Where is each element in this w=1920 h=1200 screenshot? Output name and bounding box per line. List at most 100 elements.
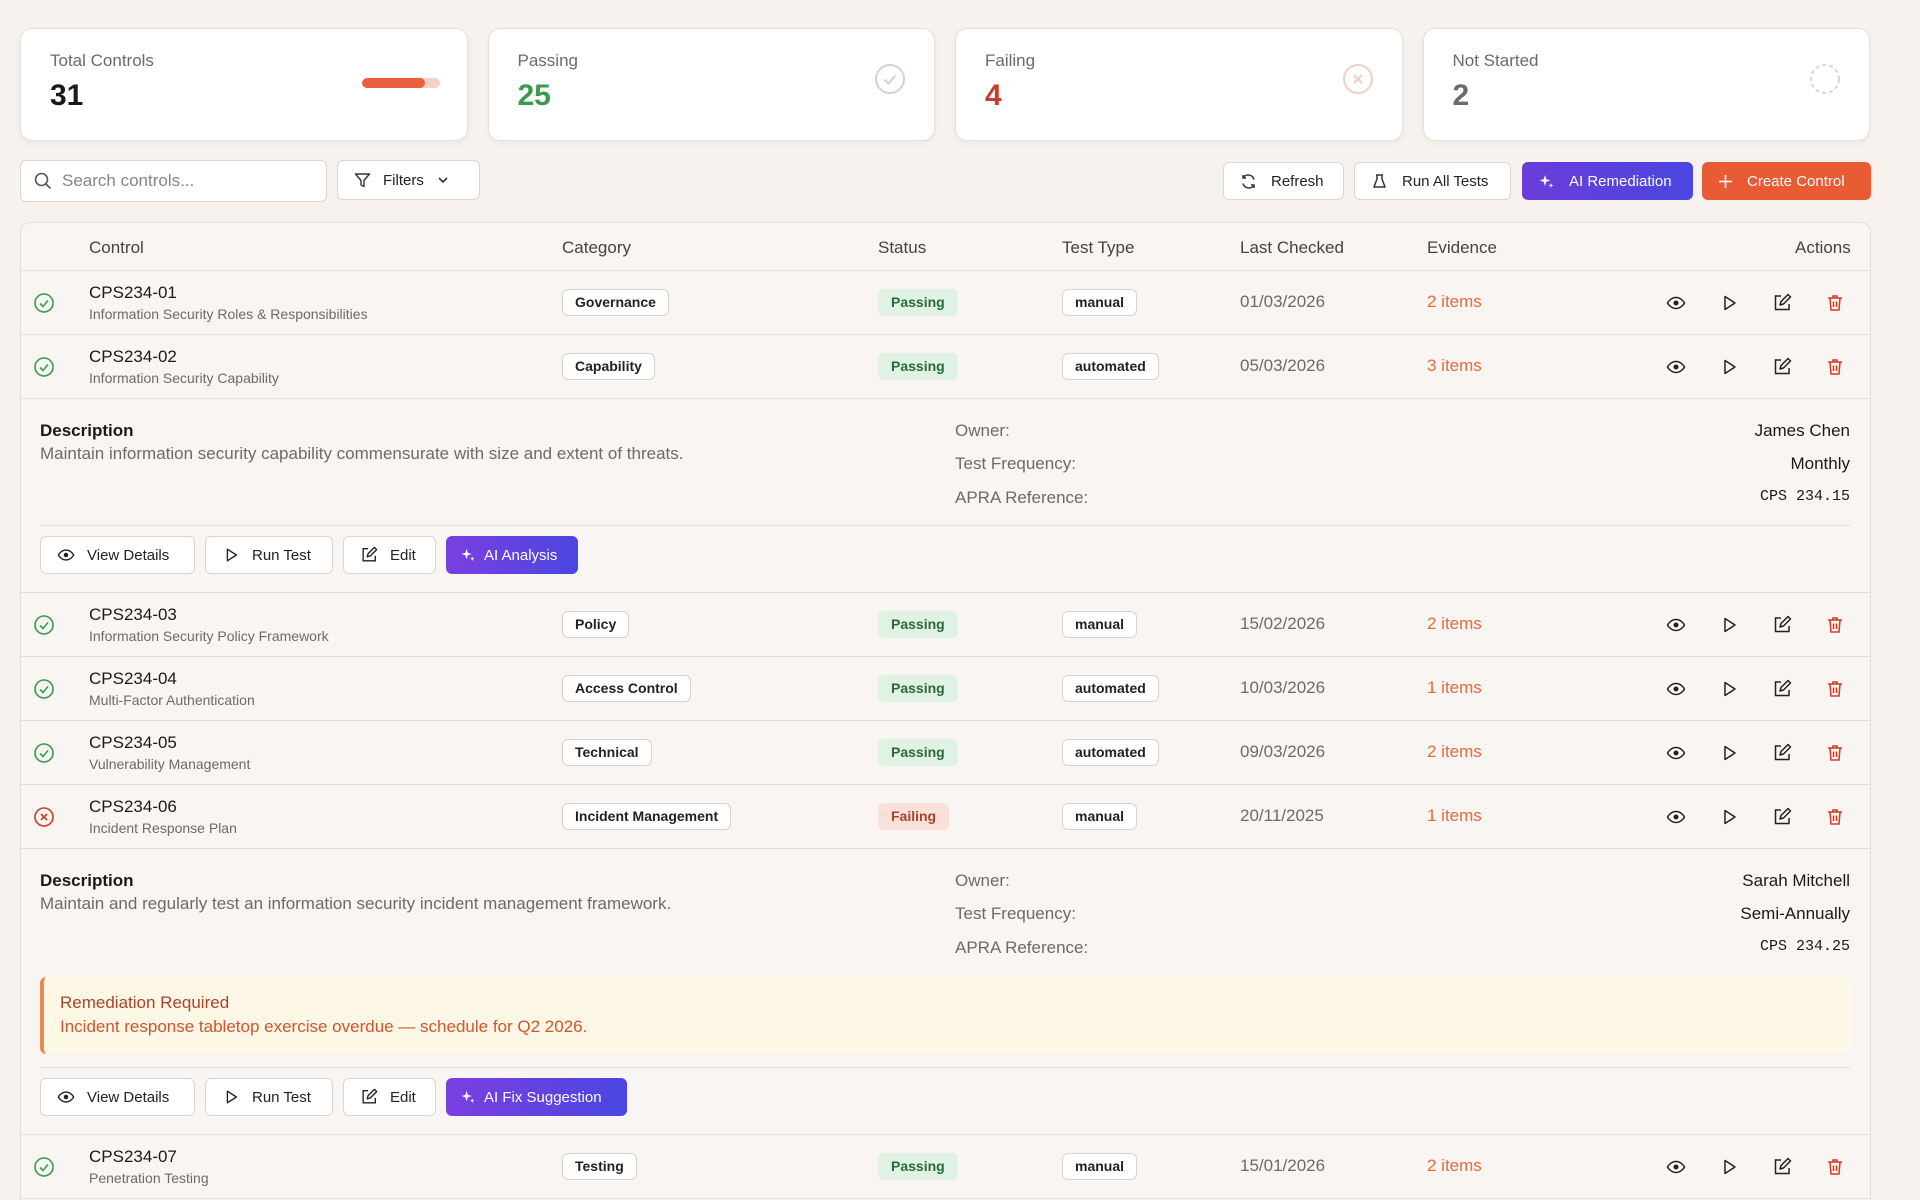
control-id: CPS234-05	[89, 733, 177, 752]
trash-icon[interactable]	[1825, 1157, 1845, 1177]
description-text: Maintain information security capability…	[40, 444, 684, 463]
control-name: Information Security Policy Framework	[89, 628, 329, 644]
evidence-link[interactable]: 2 items	[1427, 1156, 1482, 1175]
stat-card-total: Total Controls 31	[20, 28, 468, 141]
filters-label: Filters	[383, 171, 424, 189]
edit-icon[interactable]	[1772, 679, 1792, 699]
sparkles-icon	[461, 548, 475, 562]
category-pill: Governance	[562, 289, 669, 316]
edit-icon[interactable]	[1772, 615, 1792, 635]
trash-icon[interactable]	[1825, 615, 1845, 635]
eye-icon[interactable]	[1666, 807, 1686, 827]
eye-icon[interactable]	[1666, 743, 1686, 763]
edit-icon[interactable]	[1772, 743, 1792, 763]
table-row[interactable]: CPS234-03 Information Security Policy Fr…	[21, 593, 1870, 657]
x-circle-icon	[34, 807, 54, 827]
control-id: CPS234-06	[89, 797, 177, 816]
table-row[interactable]: CPS234-04 Multi-Factor Authentication Ac…	[21, 657, 1870, 721]
refresh-label: Refresh	[1271, 172, 1324, 190]
play-icon[interactable]	[1719, 1157, 1739, 1177]
play-icon	[226, 1090, 238, 1104]
search-input[interactable]: Search controls...	[20, 160, 327, 202]
filters-button[interactable]: Filters	[337, 160, 480, 200]
header-test-type: Test Type	[1062, 238, 1135, 257]
stat-value: 4	[985, 79, 1002, 112]
status-badge: Passing	[878, 675, 958, 702]
stat-card-passing: Passing 25	[487, 28, 935, 141]
table-row[interactable]: CPS234-05 Vulnerability Management Techn…	[21, 721, 1870, 785]
eye-icon[interactable]	[1666, 679, 1686, 699]
play-icon[interactable]	[1719, 357, 1739, 377]
evidence-link[interactable]: 3 items	[1427, 356, 1482, 375]
control-detail-panel: Description Maintain and regularly test …	[21, 849, 1870, 1135]
play-icon[interactable]	[1719, 615, 1739, 635]
edit-icon	[362, 546, 378, 562]
ai-fix-suggestion-button[interactable]: AI Fix Suggestion	[446, 1078, 627, 1116]
control-id: CPS234-02	[89, 347, 177, 366]
table-row[interactable]: CPS234-06 Incident Response Plan Inciden…	[21, 785, 1870, 849]
trash-icon[interactable]	[1825, 357, 1845, 377]
test-type-pill: automated	[1062, 675, 1159, 702]
stat-label: Not Started	[1452, 51, 1539, 70]
stat-value: 31	[50, 79, 84, 112]
eye-icon[interactable]	[1666, 1157, 1686, 1177]
edit-icon[interactable]	[1772, 357, 1792, 377]
view-details-button[interactable]: View Details	[40, 1078, 195, 1116]
run-all-tests-button[interactable]: Run All Tests	[1354, 162, 1511, 200]
play-icon[interactable]	[1719, 807, 1739, 827]
check-circle-icon	[875, 64, 905, 94]
refresh-button[interactable]: Refresh	[1223, 162, 1344, 200]
category-pill: Access Control	[562, 675, 691, 702]
ai-analysis-button[interactable]: AI Analysis	[446, 536, 578, 574]
trash-icon[interactable]	[1825, 293, 1845, 313]
edit-button[interactable]: Edit	[343, 536, 436, 574]
table-row[interactable]: CPS234-07 Penetration Testing Testing Pa…	[21, 1135, 1870, 1199]
control-name: Incident Response Plan	[89, 820, 237, 836]
play-icon[interactable]	[1719, 679, 1739, 699]
edit-icon[interactable]	[1772, 807, 1792, 827]
sparkles-icon	[461, 1090, 475, 1104]
edit-icon[interactable]	[1772, 293, 1792, 313]
trash-icon[interactable]	[1825, 679, 1845, 699]
view-details-button[interactable]: View Details	[40, 536, 195, 574]
check-circle-icon	[34, 357, 54, 377]
ai-remediation-label: AI Remediation	[1569, 172, 1672, 190]
evidence-link[interactable]: 2 items	[1427, 742, 1482, 761]
evidence-link[interactable]: 2 items	[1427, 614, 1482, 633]
trash-icon[interactable]	[1825, 807, 1845, 827]
play-icon[interactable]	[1719, 293, 1739, 313]
controls-table: Control Category Status Test Type Last C…	[20, 222, 1871, 1200]
header-actions: Actions	[1795, 238, 1851, 257]
evidence-link[interactable]: 2 items	[1427, 292, 1482, 311]
trash-icon[interactable]	[1825, 743, 1845, 763]
header-status: Status	[878, 238, 927, 257]
eye-icon[interactable]	[1666, 615, 1686, 635]
table-row[interactable]: CPS234-01 Information Security Roles & R…	[21, 271, 1870, 335]
evidence-link[interactable]: 1 items	[1427, 806, 1482, 825]
header-category: Category	[562, 238, 631, 257]
ai-remediation-button[interactable]: AI Remediation	[1522, 162, 1693, 200]
edit-icon[interactable]	[1772, 1157, 1792, 1177]
last-checked: 01/03/2026	[1240, 292, 1326, 311]
play-icon[interactable]	[1719, 743, 1739, 763]
create-control-label: Create Control	[1747, 172, 1845, 190]
run-test-button[interactable]: Run Test	[205, 536, 333, 574]
evidence-link[interactable]: 1 items	[1427, 678, 1482, 697]
eye-icon[interactable]	[1666, 293, 1686, 313]
create-control-button[interactable]: Create Control	[1702, 162, 1871, 200]
run-test-button[interactable]: Run Test	[205, 1078, 333, 1116]
stat-card-not-started: Not Started 2	[1422, 28, 1870, 141]
edit-label: Edit	[390, 546, 416, 564]
ai-analysis-label: AI Analysis	[484, 546, 558, 564]
last-checked: 15/02/2026	[1240, 614, 1326, 633]
table-row[interactable]: CPS234-02 Information Security Capabilit…	[21, 335, 1870, 399]
ai-fix-suggestion-label: AI Fix Suggestion	[484, 1088, 602, 1106]
edit-button[interactable]: Edit	[343, 1078, 436, 1116]
plus-icon	[1719, 174, 1732, 188]
apra-value: CPS 234.15	[1759, 488, 1850, 505]
eye-icon[interactable]	[1666, 357, 1686, 377]
owner-value: Sarah Mitchell	[1742, 871, 1850, 890]
status-badge: Passing	[878, 611, 958, 638]
flask-icon	[1373, 173, 1386, 188]
last-checked: 05/03/2026	[1240, 356, 1326, 375]
